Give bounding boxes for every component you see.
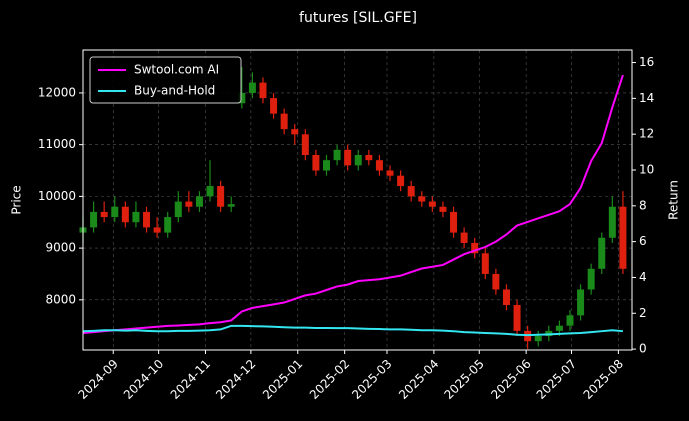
candle-body [111,206,119,218]
x-tick-label: 2025-07 [534,357,579,402]
candle-body [502,289,510,305]
candle-body [608,206,616,238]
candle-body [174,201,182,218]
candle-body [301,134,309,155]
y2-tick-label: 16 [639,55,654,69]
candle-body [598,237,606,269]
y-axis-label: Price [10,185,24,214]
candle-body [153,227,161,233]
candle-body [270,98,278,114]
x-tick-label: 2024-09 [75,357,120,402]
x-tick-label: 2025-08 [581,357,626,402]
candle-body [132,211,140,223]
y2-tick-label: 2 [639,306,647,320]
candle-body [344,149,352,166]
x-tick-label: 2025-06 [488,357,533,402]
y2-tick-label: 6 [639,234,647,248]
x-tick-label: 2025-01 [260,357,305,402]
candle-body [428,201,436,207]
candle-body [238,92,246,104]
y-tick-label: 10000 [38,189,76,203]
candle-body [206,186,214,197]
x-tick-label: 2025-03 [349,357,394,402]
return-line [82,74,624,334]
return-line [82,324,624,337]
y2-tick-label: 14 [639,91,654,105]
y2-tick-label: 0 [639,342,647,356]
candle-body [460,232,468,243]
candle-body [248,82,256,93]
candle-body [375,160,383,171]
y-tick-label: 12000 [38,85,76,99]
candle-body [555,325,563,331]
candle-body [450,211,458,233]
candle-body [143,211,151,228]
candle-body [513,305,521,331]
y-tick-label: 9000 [45,241,76,255]
candle-body [587,268,595,290]
chart-title: futures [SIL.GFE] [299,10,417,26]
candle-body [534,336,542,342]
x-tick-label: 2025-04 [396,357,441,402]
candle-body [481,253,489,274]
candle-body [386,170,394,176]
candle-body [164,217,172,233]
candle-body [577,289,585,316]
candle-body [397,175,405,187]
x-tick-label: 2024-10 [121,357,166,402]
y-tick-label: 8000 [45,292,76,306]
candle-body [291,129,299,135]
candle-body [280,113,288,130]
legend-label: Swtool.com AI [134,63,219,77]
candle-body [100,211,108,218]
candle-body [259,82,267,99]
y2-tick-label: 4 [639,270,647,284]
candle-body [195,196,203,207]
y2-tick-label: 12 [639,127,654,141]
candle-body [407,186,415,197]
candle-body [365,155,373,161]
legend-label: Buy-and-Hold [134,84,215,98]
candle-body [121,206,129,223]
candle-body [354,155,362,166]
candle-body [439,206,447,212]
y2-tick-label: 8 [639,198,647,212]
y2-axis-label: Return [667,180,681,220]
candle-body [418,196,426,202]
candle-body [312,155,320,171]
candle-body [471,242,479,254]
plot-frame [82,49,633,351]
candle-body [619,206,627,269]
y-tick-label: 11000 [38,137,76,151]
y2-tick-label: 10 [639,163,654,177]
x-tick-label: 2025-05 [441,357,486,402]
x-tick-label: 2024-12 [213,357,258,402]
candle-body [227,204,235,207]
candle-body [333,149,341,161]
legend-box [89,56,242,104]
candle-body [217,186,225,207]
x-tick-label: 2025-02 [307,357,352,402]
x-tick-label: 2024-11 [168,357,213,402]
candle-body [322,160,330,171]
candle-body [492,273,500,290]
candle-body [185,201,193,207]
candle-body [566,315,574,326]
candle-body [90,211,98,228]
